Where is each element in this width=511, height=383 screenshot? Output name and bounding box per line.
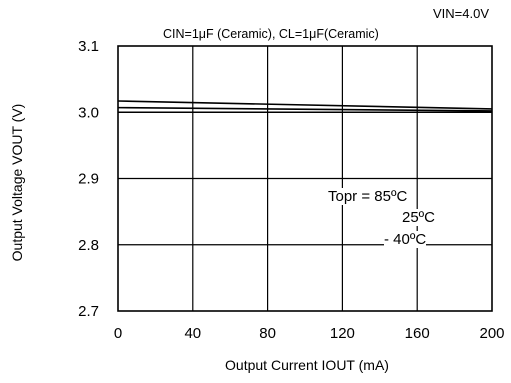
y-tick-label: 2.9 <box>78 171 99 188</box>
vin-condition: VIN=4.0V <box>432 6 489 21</box>
x-tick-label: 80 <box>259 325 276 342</box>
x-tick-label: 160 <box>405 325 430 342</box>
series-line-0 <box>117 100 493 110</box>
x-axis-label: Output Current IOUT (mA) <box>225 357 389 373</box>
legend-title: Topr = 85ºC <box>328 188 408 205</box>
y-tick-label: 3.0 <box>78 104 99 121</box>
x-tick-label: 40 <box>184 325 201 342</box>
x-tick-label: 0 <box>114 325 122 342</box>
y-tick-labels: 2.7 2.8 2.9 3.0 3.1 <box>78 38 99 320</box>
grid <box>118 46 492 311</box>
x-tick-label: 200 <box>479 325 504 342</box>
legend-item-minus40c: - 40ºC <box>384 231 427 248</box>
series-layer <box>117 100 493 114</box>
y-tick-label: 2.7 <box>78 303 99 320</box>
x-tick-labels: 0 40 80 120 160 200 <box>114 325 505 342</box>
y-tick-label: 2.8 <box>78 237 99 254</box>
plot-frame <box>117 45 493 312</box>
x-tick-label: 120 <box>330 325 355 342</box>
y-tick-label: 3.1 <box>78 38 99 55</box>
capacitor-condition: CIN=1μF (Ceramic), CL=1μF(Ceramic) <box>163 27 379 41</box>
legend-item-25c: 25ºC <box>402 209 435 226</box>
y-axis-label: Output Voltage VOUT (V) <box>9 104 25 262</box>
series-line-1 <box>117 106 493 112</box>
